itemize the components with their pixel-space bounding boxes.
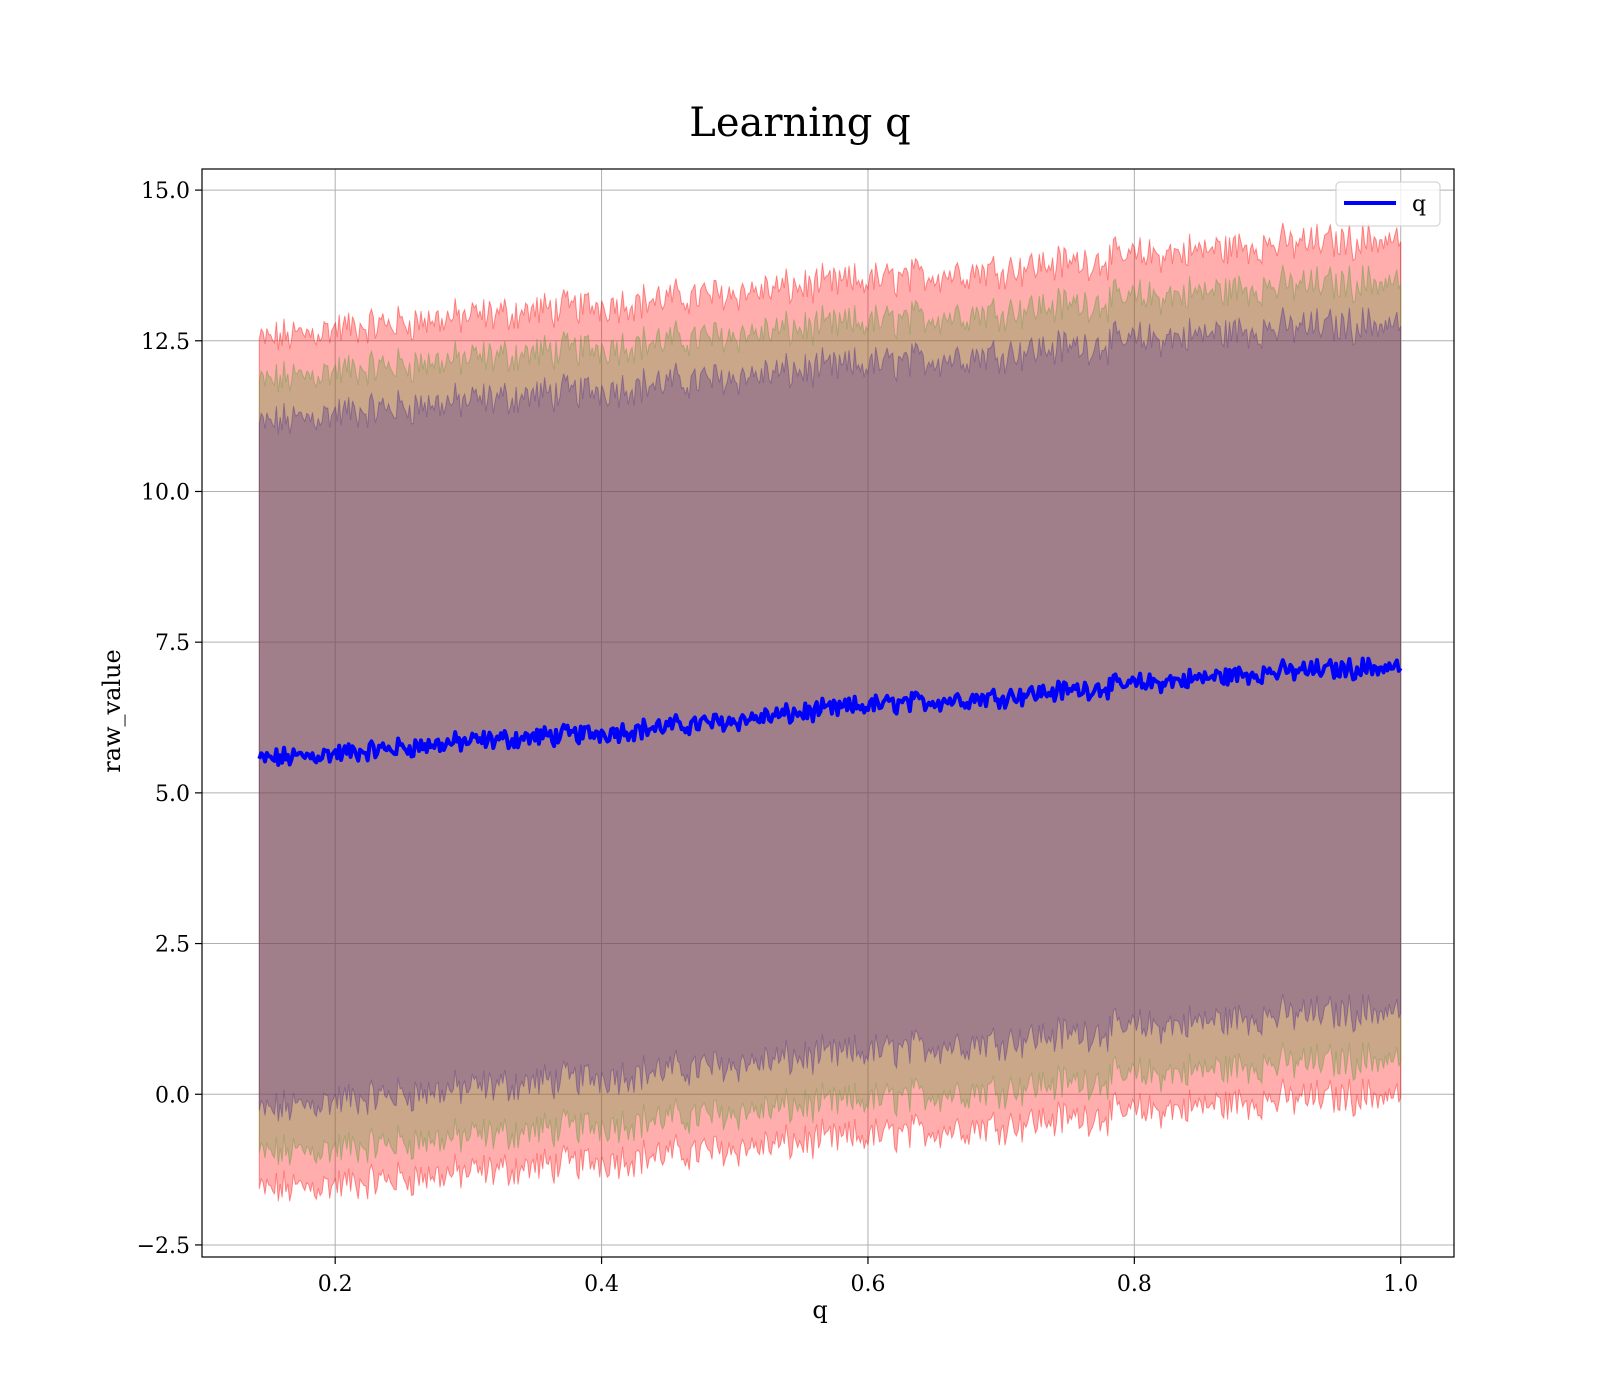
legend-label: q <box>1412 192 1426 217</box>
confidence-band-2 <box>258 264 1402 1166</box>
x-tick-label: 0.4 <box>584 1272 619 1297</box>
x-tick-label: 0.6 <box>850 1272 885 1297</box>
series-line-q <box>257 656 1403 767</box>
grid-layer <box>202 169 1454 1257</box>
y-tick-label: 12.5 <box>141 330 190 355</box>
x-tick-label: 0.2 <box>318 1272 353 1297</box>
y-axis-label: raw_value <box>98 649 126 773</box>
y-tick-label: 10.0 <box>141 480 190 505</box>
y-tick-label: 15.0 <box>141 179 190 204</box>
y-tick-label: 0.0 <box>155 1083 190 1108</box>
tick-layer: 0.2 0.4 0.6 0.8 1.0 −2.5 0.0 2.5 5.0 7.5 10.0 12.5 1… <box>137 179 1419 1297</box>
x-tick-label: 0.8 <box>1117 1272 1152 1297</box>
y-tick-label: −2.5 <box>137 1234 190 1259</box>
chart-title: Learning q <box>689 100 911 146</box>
plot-frame <box>201 168 1455 1258</box>
confidence-band-3 <box>258 307 1402 1122</box>
x-tick-label: 1.0 <box>1383 1272 1418 1297</box>
legend: q <box>1335 181 1441 227</box>
y-tick-label: 7.5 <box>155 631 190 656</box>
line-layer <box>257 656 1403 767</box>
x-axis-label: q <box>812 1296 828 1324</box>
y-tick-label: 2.5 <box>155 933 190 958</box>
y-tick-label: 5.0 <box>155 782 190 807</box>
